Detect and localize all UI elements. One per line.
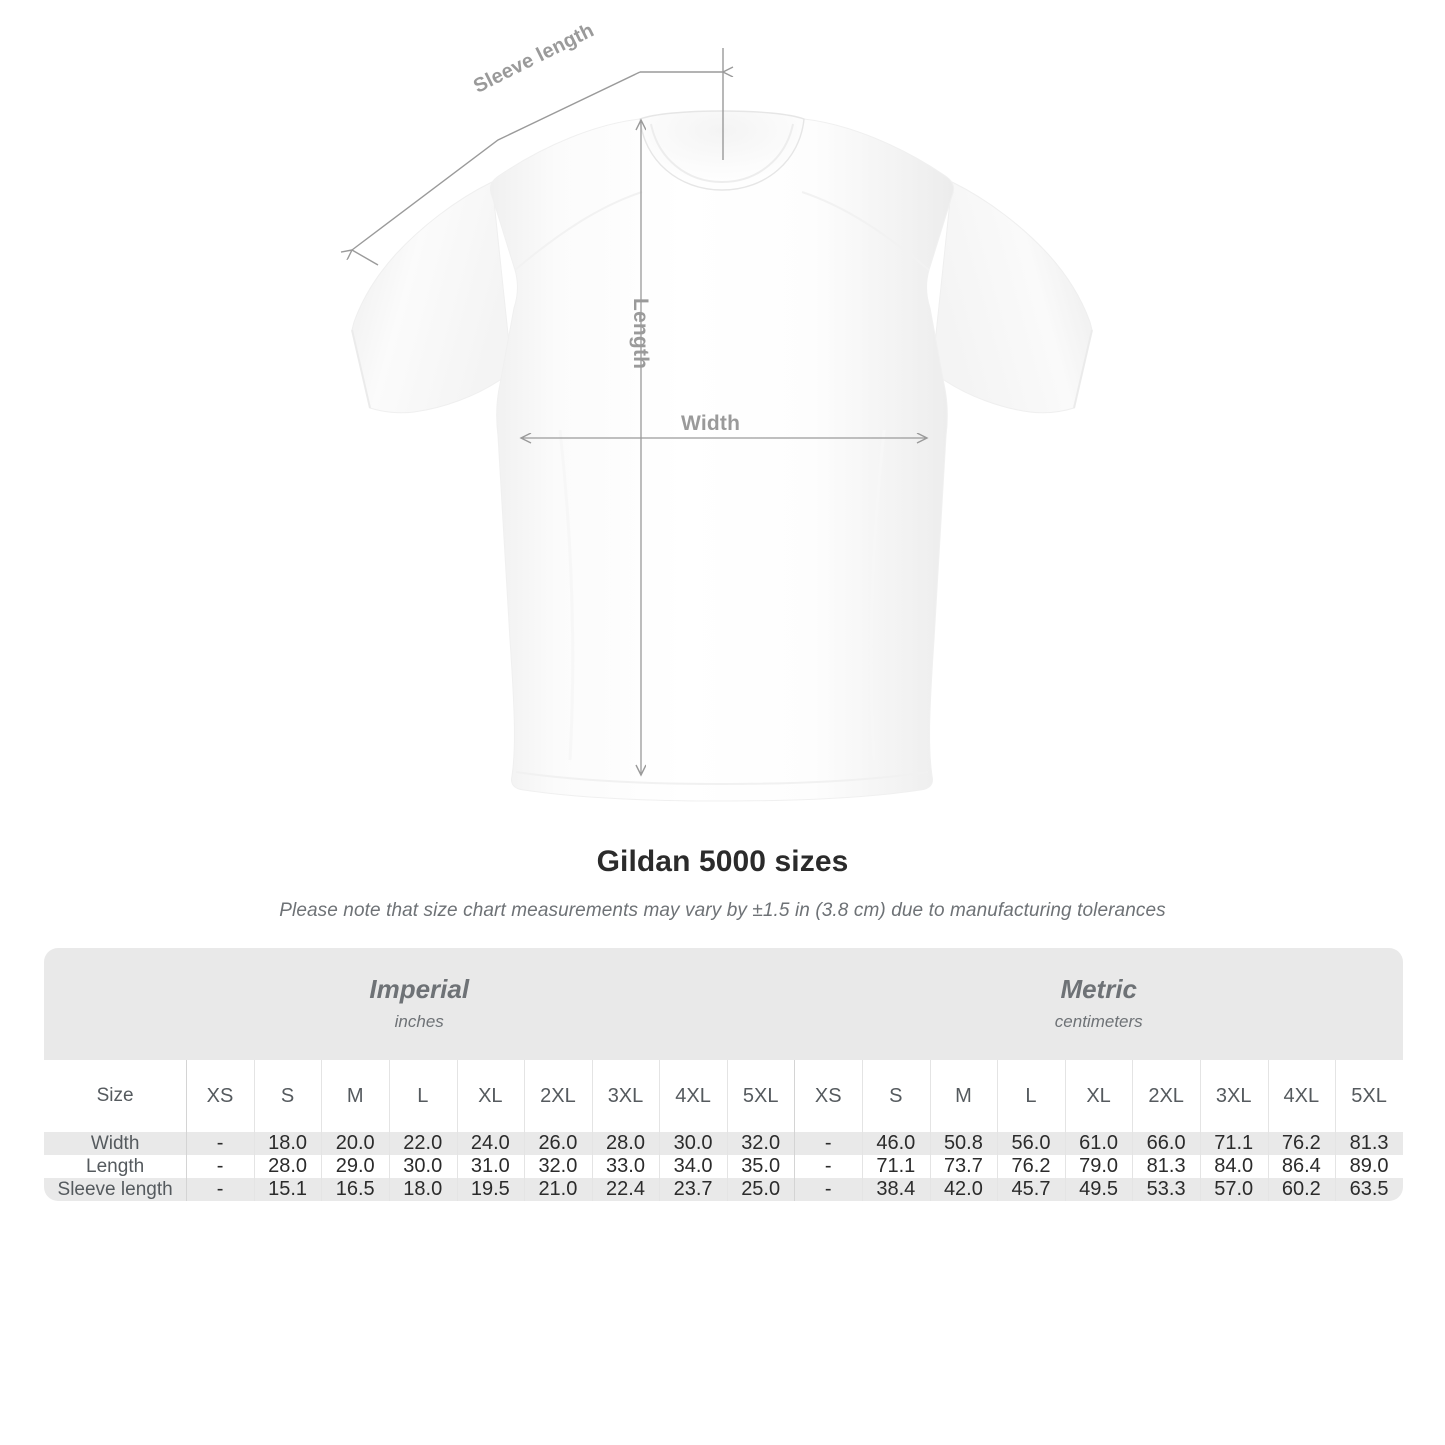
- cell-sleeve-metric-4xl: 60.2: [1267, 1178, 1336, 1201]
- size-header-imperial-l: L: [388, 1060, 457, 1132]
- cell-sleeve-metric-l: 45.7: [997, 1178, 1065, 1201]
- cell-sleeve-metric-s: 38.4: [862, 1178, 930, 1201]
- size-chart-table: Imperial inches Metric centimeters Size …: [44, 948, 1403, 1201]
- cell-width-metric-xl: 61.0: [1064, 1132, 1133, 1155]
- cell-sleeve-imperial-xs: -: [186, 1178, 254, 1201]
- metric-unit-cell: Metric centimeters: [794, 948, 1403, 1060]
- cell-width-metric-5xl: 81.3: [1335, 1132, 1403, 1155]
- size-header-imperial-5xl: 5XL: [726, 1060, 795, 1132]
- cell-length-imperial-xl: 31.0: [456, 1155, 525, 1178]
- cell-width-imperial-m: 20.0: [321, 1132, 389, 1155]
- cell-length-metric-3xl: 84.0: [1199, 1155, 1268, 1178]
- size-header-imperial-xs: XS: [186, 1060, 254, 1132]
- size-header-metric-xl: XL: [1064, 1060, 1133, 1132]
- cell-sleeve-metric-m: 42.0: [929, 1178, 998, 1201]
- title-block: Gildan 5000 sizes Please note that size …: [0, 845, 1445, 922]
- cell-width-metric-l: 56.0: [997, 1132, 1065, 1155]
- cell-width-imperial-xs: -: [186, 1132, 254, 1155]
- table-row: Width - 18.0 20.0 22.0 24.0 26.0 28.0 30…: [44, 1132, 1403, 1155]
- size-header-imperial-4xl: 4XL: [659, 1060, 727, 1132]
- row-label-length: Length: [44, 1155, 187, 1178]
- imperial-unit-cell: Imperial inches: [44, 948, 795, 1060]
- tolerance-note: Please note that size chart measurements…: [279, 900, 1166, 921]
- cell-sleeve-imperial-m: 16.5: [321, 1178, 389, 1201]
- tshirt-illustration: [0, 48, 1093, 802]
- cell-length-imperial-m: 29.0: [321, 1155, 389, 1178]
- cell-length-metric-2xl: 81.3: [1132, 1155, 1200, 1178]
- cell-width-metric-3xl: 71.1: [1199, 1132, 1268, 1155]
- unit-banner-row: Imperial inches Metric centimeters: [44, 948, 1403, 1060]
- cell-sleeve-metric-3xl: 57.0: [1199, 1178, 1268, 1201]
- sleeve-length-dimension: [352, 48, 723, 266]
- size-header-metric-2xl: 2XL: [1132, 1060, 1200, 1132]
- cell-sleeve-metric-xl: 49.5: [1064, 1178, 1133, 1201]
- cell-length-metric-xs: -: [794, 1155, 863, 1178]
- cell-length-metric-4xl: 86.4: [1267, 1155, 1336, 1178]
- measurement-diagram: Sleeve length Length Width: [0, 19, 1093, 802]
- cell-length-imperial-5xl: 35.0: [726, 1155, 795, 1178]
- length-label: Length: [629, 298, 652, 370]
- size-header-metric-xs: XS: [794, 1060, 863, 1132]
- size-header-metric-5xl: 5XL: [1335, 1060, 1403, 1132]
- metric-unit-sub: centimeters: [1054, 1012, 1143, 1032]
- cell-sleeve-imperial-3xl: 22.4: [591, 1178, 660, 1201]
- cell-sleeve-imperial-l: 18.0: [388, 1178, 457, 1201]
- cell-width-imperial-l: 22.0: [388, 1132, 457, 1155]
- size-header-imperial-2xl: 2XL: [524, 1060, 592, 1132]
- cell-width-imperial-s: 18.0: [253, 1132, 322, 1155]
- size-header-imperial-s: S: [253, 1060, 322, 1132]
- size-header-metric-m: M: [929, 1060, 998, 1132]
- cell-width-metric-s: 46.0: [862, 1132, 930, 1155]
- table-row: Length - 28.0 29.0 30.0 31.0 32.0 33.0 3…: [44, 1155, 1403, 1178]
- size-header-metric-3xl: 3XL: [1199, 1060, 1268, 1132]
- table-corner-label: Size: [44, 1060, 187, 1132]
- cell-width-imperial-xl: 24.0: [456, 1132, 525, 1155]
- cell-sleeve-metric-5xl: 63.5: [1335, 1178, 1403, 1201]
- cell-length-imperial-4xl: 34.0: [659, 1155, 727, 1178]
- cell-sleeve-imperial-s: 15.1: [253, 1178, 322, 1201]
- size-header-metric-4xl: 4XL: [1267, 1060, 1336, 1132]
- cell-sleeve-metric-xs: -: [794, 1178, 863, 1201]
- shirt-body-shape: [351, 110, 1093, 802]
- cell-length-metric-xl: 79.0: [1064, 1155, 1133, 1178]
- size-header-imperial-3xl: 3XL: [591, 1060, 660, 1132]
- size-header-row: Size XS S M L XL 2XL 3XL 4XL 5XL XS S M …: [44, 1060, 1403, 1132]
- width-label: Width: [681, 412, 741, 435]
- cell-sleeve-imperial-2xl: 21.0: [524, 1178, 592, 1201]
- cell-sleeve-imperial-xl: 19.5: [456, 1178, 525, 1201]
- imperial-unit-name: Imperial: [369, 973, 470, 1004]
- cell-sleeve-imperial-4xl: 23.7: [659, 1178, 727, 1201]
- table-row: Sleeve length - 15.1 16.5 18.0 19.5 21.0…: [44, 1178, 1403, 1201]
- cell-sleeve-metric-2xl: 53.3: [1132, 1178, 1200, 1201]
- size-chart-container: Imperial inches Metric centimeters Size …: [44, 948, 1403, 1201]
- cell-width-metric-m: 50.8: [929, 1132, 998, 1155]
- size-header-imperial-xl: XL: [456, 1060, 525, 1132]
- size-header-metric-l: L: [997, 1060, 1065, 1132]
- metric-unit-name: Metric: [1060, 973, 1138, 1004]
- row-label-width: Width: [44, 1132, 187, 1155]
- cell-width-imperial-4xl: 30.0: [659, 1132, 727, 1155]
- row-label-sleeve-length: Sleeve length: [44, 1178, 187, 1201]
- cell-width-imperial-3xl: 28.0: [591, 1132, 660, 1155]
- cell-width-metric-xs: -: [794, 1132, 863, 1155]
- cell-length-metric-5xl: 89.0: [1335, 1155, 1403, 1178]
- cell-length-imperial-2xl: 32.0: [524, 1155, 592, 1178]
- cell-length-imperial-l: 30.0: [388, 1155, 457, 1178]
- cell-length-metric-l: 76.2: [997, 1155, 1065, 1178]
- cell-width-metric-4xl: 76.2: [1267, 1132, 1336, 1155]
- imperial-unit-sub: inches: [394, 1012, 444, 1032]
- cell-length-imperial-xs: -: [186, 1155, 254, 1178]
- page-title: Gildan 5000 sizes: [596, 845, 849, 878]
- cell-width-imperial-5xl: 32.0: [726, 1132, 795, 1155]
- cell-length-metric-m: 73.7: [929, 1155, 998, 1178]
- cell-length-imperial-s: 28.0: [253, 1155, 322, 1178]
- size-header-metric-s: S: [862, 1060, 930, 1132]
- dimension-lines: [352, 48, 927, 775]
- cell-length-imperial-3xl: 33.0: [591, 1155, 660, 1178]
- cell-width-metric-2xl: 66.0: [1132, 1132, 1200, 1155]
- cell-sleeve-imperial-5xl: 25.0: [726, 1178, 795, 1201]
- size-header-imperial-m: M: [321, 1060, 389, 1132]
- cell-length-metric-s: 71.1: [862, 1155, 930, 1178]
- cell-width-imperial-2xl: 26.0: [524, 1132, 592, 1155]
